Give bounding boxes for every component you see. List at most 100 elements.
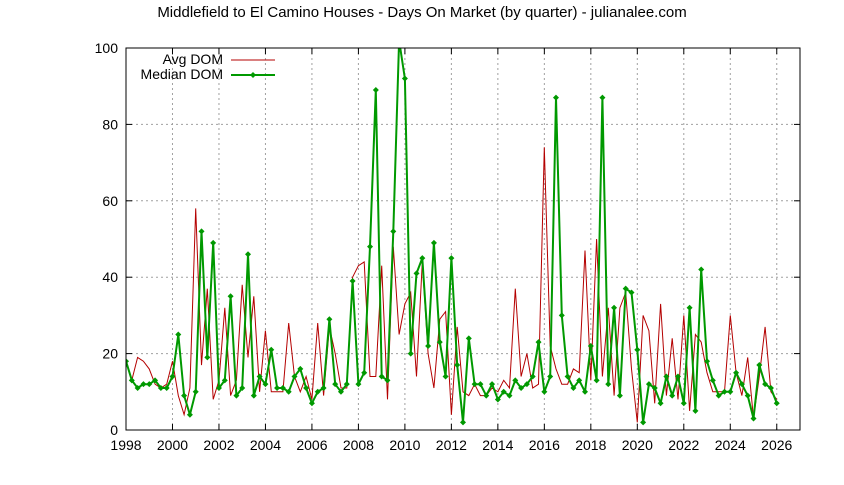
median-dom-point (704, 358, 711, 365)
median-dom-point (128, 377, 135, 384)
median-dom-point (332, 381, 339, 388)
median-dom-point (210, 239, 217, 246)
median-dom-point (303, 384, 310, 391)
median-dom-point (186, 411, 193, 418)
x-tick-label: 2018 (575, 437, 606, 453)
median-dom-point (430, 239, 437, 246)
median-dom-point (570, 384, 577, 391)
median-dom-point (419, 255, 426, 262)
x-tick-label: 2024 (715, 437, 746, 453)
median-dom-point (721, 388, 728, 395)
median-dom-point (715, 392, 722, 399)
median-dom-point (268, 346, 275, 353)
median-dom-point (326, 316, 333, 323)
median-dom-point (593, 377, 600, 384)
median-dom-point (175, 331, 182, 338)
median-dom-point (279, 384, 286, 391)
median-dom-point (477, 381, 484, 388)
median-dom-point (157, 384, 164, 391)
median-dom-point (349, 278, 356, 285)
median-dom-point (384, 377, 391, 384)
median-dom-point (709, 377, 716, 384)
median-dom-point (727, 388, 734, 395)
median-dom-point (640, 419, 647, 426)
median-dom-point (547, 373, 554, 380)
median-dom-point (762, 381, 769, 388)
grid-lines (126, 48, 800, 430)
median-dom-point (674, 373, 681, 380)
legend-marker-median (250, 72, 256, 78)
median-dom-point (221, 377, 228, 384)
median-dom-point (582, 388, 589, 395)
median-dom-point (448, 255, 455, 262)
median-dom-point (611, 304, 618, 311)
median-dom-point (372, 87, 379, 94)
median-dom-point (215, 384, 222, 391)
median-dom-point (773, 400, 780, 407)
legend-label-median: Median DOM (141, 66, 223, 82)
median-dom-point (436, 339, 443, 346)
median-dom-point (291, 373, 298, 380)
x-tick-label: 2016 (529, 437, 560, 453)
median-dom-point (657, 400, 664, 407)
median-dom-point (698, 266, 705, 273)
median-dom-point (460, 419, 466, 426)
median-dom-point (256, 373, 263, 380)
median-dom-point (454, 362, 461, 369)
median-dom-point (750, 415, 757, 422)
median-dom-point (518, 384, 525, 391)
median-dom-point (663, 373, 670, 380)
median-dom-point (152, 377, 159, 384)
plot-border (125, 47, 801, 431)
median-dom-point (587, 342, 594, 349)
median-dom-point (134, 384, 141, 391)
median-dom-point (239, 384, 246, 391)
median-dom-point (343, 381, 350, 388)
median-dom-point (320, 384, 327, 391)
median-dom-point (401, 75, 408, 82)
median-dom-point (529, 373, 536, 380)
median-dom-point (204, 354, 211, 361)
median-dom-point (465, 335, 472, 342)
median-dom-point (407, 350, 414, 357)
median-dom-point (576, 377, 583, 384)
median-dom-point (669, 392, 676, 399)
median-dom-point (233, 392, 240, 399)
median-dom-point (616, 392, 623, 399)
median-dom-point (285, 388, 292, 395)
x-tick-label: 2010 (389, 437, 420, 453)
y-tick-label: 80 (102, 116, 118, 132)
y-tick-label: 0 (110, 422, 118, 438)
median-dom-point (506, 392, 513, 399)
median-dom-point (686, 304, 693, 311)
median-dom-point (361, 369, 368, 376)
median-dom-point (250, 392, 257, 399)
median-dom-point (314, 388, 321, 395)
median-dom-point (337, 388, 344, 395)
y-axis-ticks: 0 20 40 60 80 100 (95, 40, 119, 438)
median-dom-point (564, 373, 571, 380)
median-dom-point (500, 388, 507, 395)
median-dom-point (198, 228, 205, 235)
chart-title: Middlefield to El Camino Houses - Days O… (157, 4, 687, 21)
median-dom-point (622, 285, 629, 292)
y-tick-label: 20 (102, 346, 118, 362)
median-dom-point (308, 400, 315, 407)
median-dom-point (442, 373, 449, 380)
legend-label-avg: Avg DOM (163, 51, 223, 67)
median-dom-point (163, 384, 170, 391)
median-dom-point (297, 365, 304, 372)
median-dom-point (494, 396, 501, 403)
median-dom-point (605, 381, 612, 388)
median-dom-point (126, 358, 129, 365)
x-tick-label: 2006 (296, 437, 327, 453)
median-dom-point (274, 384, 281, 391)
y-tick-label: 100 (95, 40, 119, 56)
median-dom-point (535, 339, 542, 346)
median-dom-point (523, 381, 530, 388)
x-tick-label: 1998 (110, 437, 141, 453)
median-dom-point (634, 346, 641, 353)
median-dom-point (390, 228, 397, 235)
